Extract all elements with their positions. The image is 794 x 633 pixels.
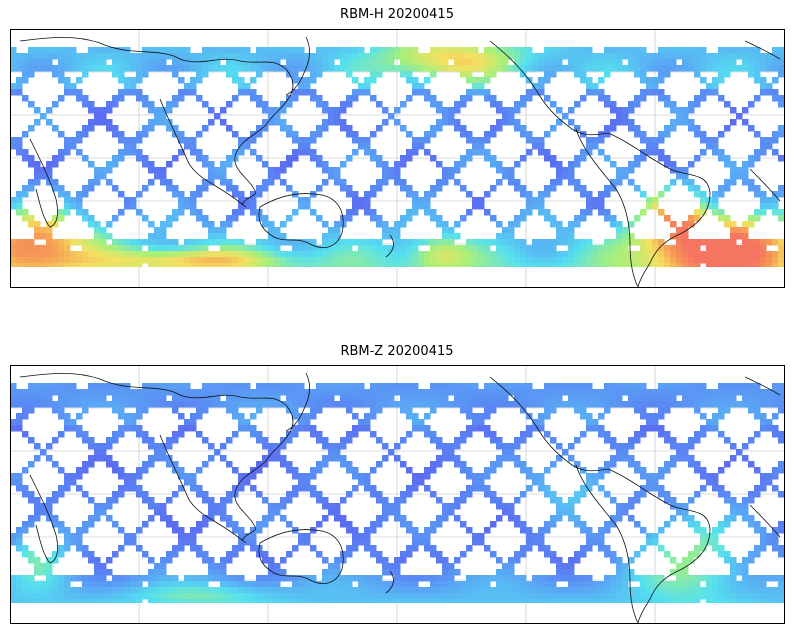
panel-title-rbm-z: RBM-Z 20200415 — [340, 344, 454, 359]
coast-south-america-west — [575, 128, 639, 288]
coast-south-america-west — [575, 464, 639, 624]
map-frame — [10, 29, 785, 288]
coast-new-zealand — [385, 234, 394, 258]
coastlines — [19, 372, 781, 624]
coast-southeast-asia — [159, 98, 247, 208]
satellite-swaths — [10, 383, 785, 603]
coast-east-asia — [19, 37, 294, 206]
coast-east-asia — [19, 373, 294, 542]
coastlines — [19, 36, 781, 288]
coast-india — [29, 474, 58, 564]
coast-africa — [744, 40, 781, 202]
coast-south-america — [607, 468, 711, 624]
coast-australia — [258, 193, 344, 248]
coast-north-america — [489, 40, 609, 136]
coast-africa — [744, 376, 781, 538]
coast-japan — [285, 36, 310, 96]
satellite-swaths — [10, 47, 785, 267]
coast-north-america — [489, 376, 609, 472]
panel-title-rbm-h: RBM-H 20200415 — [340, 7, 454, 22]
coast-australia — [258, 529, 344, 584]
coast-south-america — [607, 132, 711, 288]
map-rbm-h — [10, 29, 785, 288]
coast-japan — [285, 372, 310, 432]
coast-new-zealand — [385, 570, 394, 594]
map-frame — [10, 365, 785, 624]
map-rbm-z — [10, 365, 785, 624]
coast-southeast-asia — [159, 434, 247, 544]
coast-india — [29, 138, 58, 228]
